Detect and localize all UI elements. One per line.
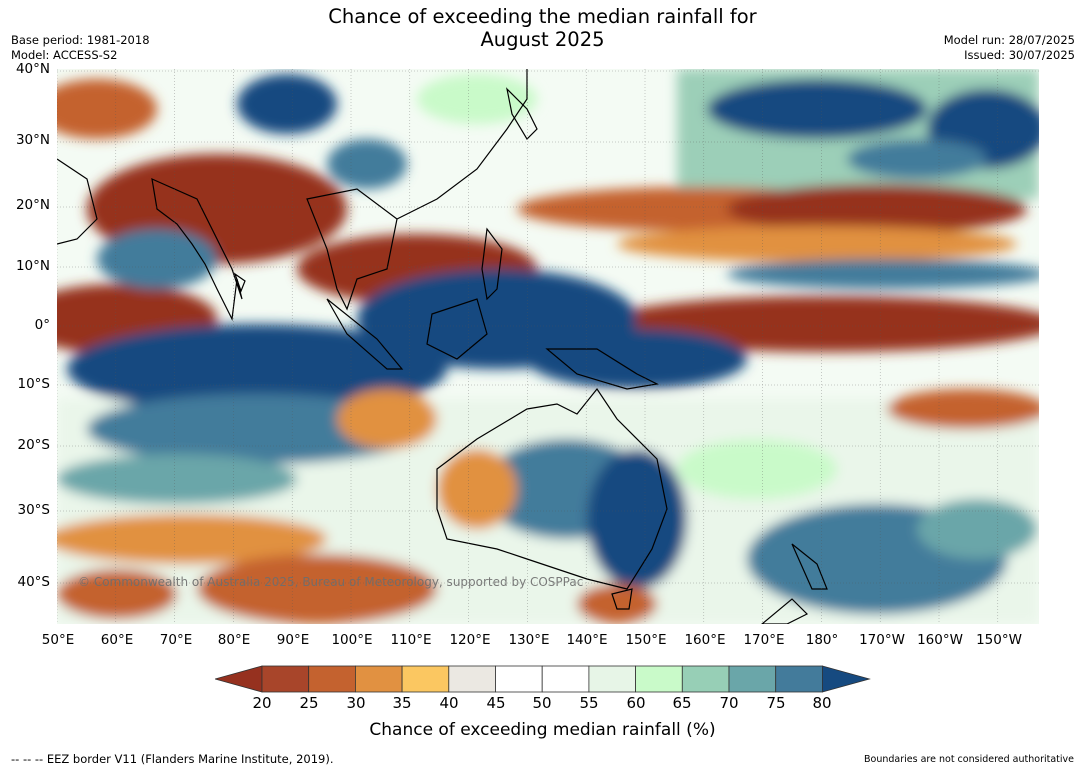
eez-legend-note: -- -- -- EEZ border V11 (Flanders Marine… [11,752,334,766]
lat-tick: 30°S [17,502,51,518]
lat-tick: 40°S [17,574,51,590]
title-line-2: August 2025 [480,28,605,51]
colorbar-segment [681,665,730,693]
colorbar-segment [261,665,310,693]
lon-tick: 80°E [217,632,251,648]
rainfall-probability-map [57,69,1039,624]
colorbar-tick: 80 [812,694,832,712]
colorbar-segment [541,665,590,693]
colorbar-tick: 55 [579,694,599,712]
colorbar-tick: 70 [719,694,739,712]
lon-tick: 120°E [449,632,491,648]
colorbar-tick: 35 [392,694,412,712]
run-info: Model run: 28/07/2025 Issued: 30/07/2025 [944,33,1075,63]
copyright-notice: © Commonwealth of Australia 2025, Bureau… [78,575,584,589]
lon-tick: 90°E [276,632,310,648]
lon-tick: 140°E [566,632,608,648]
boundary-disclaimer: Boundaries are not considered authoritat… [864,754,1074,765]
model-info: Base period: 1981-2018 Model: ACCESS-S2 [11,33,150,63]
lon-tick: 130°E [508,632,550,648]
colorbar-segment [495,665,543,693]
colorbar-extend-low [213,665,263,693]
graticule [57,69,1039,624]
colorbar-extend-high [822,665,871,693]
colorbar-tick: 60 [626,694,646,712]
lon-tick: 160°E [684,632,726,648]
lat-tick: 10°N [15,258,50,274]
lon-tick: 170°E [743,632,785,648]
colorbar-segment [635,665,683,693]
lon-tick: 60°E [100,632,134,648]
colorbar-segment [308,665,356,693]
lon-tick: 180° [805,632,839,648]
lon-tick: 160°W [917,632,963,648]
colorbar-tick: 65 [672,694,692,712]
colorbar-tick: 20 [252,694,272,712]
lat-tick: 0° [34,317,50,333]
colorbar-tick: 30 [346,694,366,712]
lat-tick: 20°N [15,197,50,213]
probability-shading [57,69,1039,624]
colorbar-segment [448,665,496,693]
colorbar-tick: 25 [299,694,319,712]
lon-tick: 110°E [390,632,432,648]
base-period: Base period: 1981-2018 [11,33,150,47]
lat-tick: 10°S [17,376,51,392]
colorbar-segment [775,665,823,693]
lat-tick: 40°N [15,61,50,77]
colorbar-tick: 75 [766,694,786,712]
colorbar-segment [728,665,777,693]
lat-tick: 30°N [15,132,50,148]
colorbar-tick: 50 [532,694,552,712]
colorbar [213,664,871,700]
map-title: Chance of exceeding the median rainfall … [0,5,1085,51]
lat-tick: 20°S [17,437,51,453]
coastlines [57,69,828,624]
colorbar-label: Chance of exceeding median rainfall (%) [369,720,716,740]
lon-tick: 100°E [331,632,373,648]
issued-date: Issued: 30/07/2025 [964,48,1075,62]
lon-tick: 170°W [859,632,905,648]
lon-tick: 50°E [41,632,75,648]
colorbar-segment [588,665,636,693]
model-name: Model: ACCESS-S2 [11,48,118,62]
colorbar-segment [354,665,403,693]
lon-tick: 150°E [625,632,667,648]
lon-tick: 70°E [159,632,193,648]
colorbar-segment [401,665,450,693]
colorbar-tick: 45 [486,694,506,712]
model-run-date: Model run: 28/07/2025 [943,33,1075,47]
colorbar-tick: 40 [439,694,459,712]
lon-tick: 150°W [976,632,1022,648]
title-line-1: Chance of exceeding the median rainfall … [328,5,757,28]
